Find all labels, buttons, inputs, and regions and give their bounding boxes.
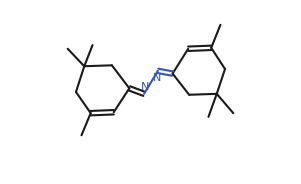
Text: N: N: [153, 73, 161, 83]
Text: N: N: [141, 82, 149, 92]
